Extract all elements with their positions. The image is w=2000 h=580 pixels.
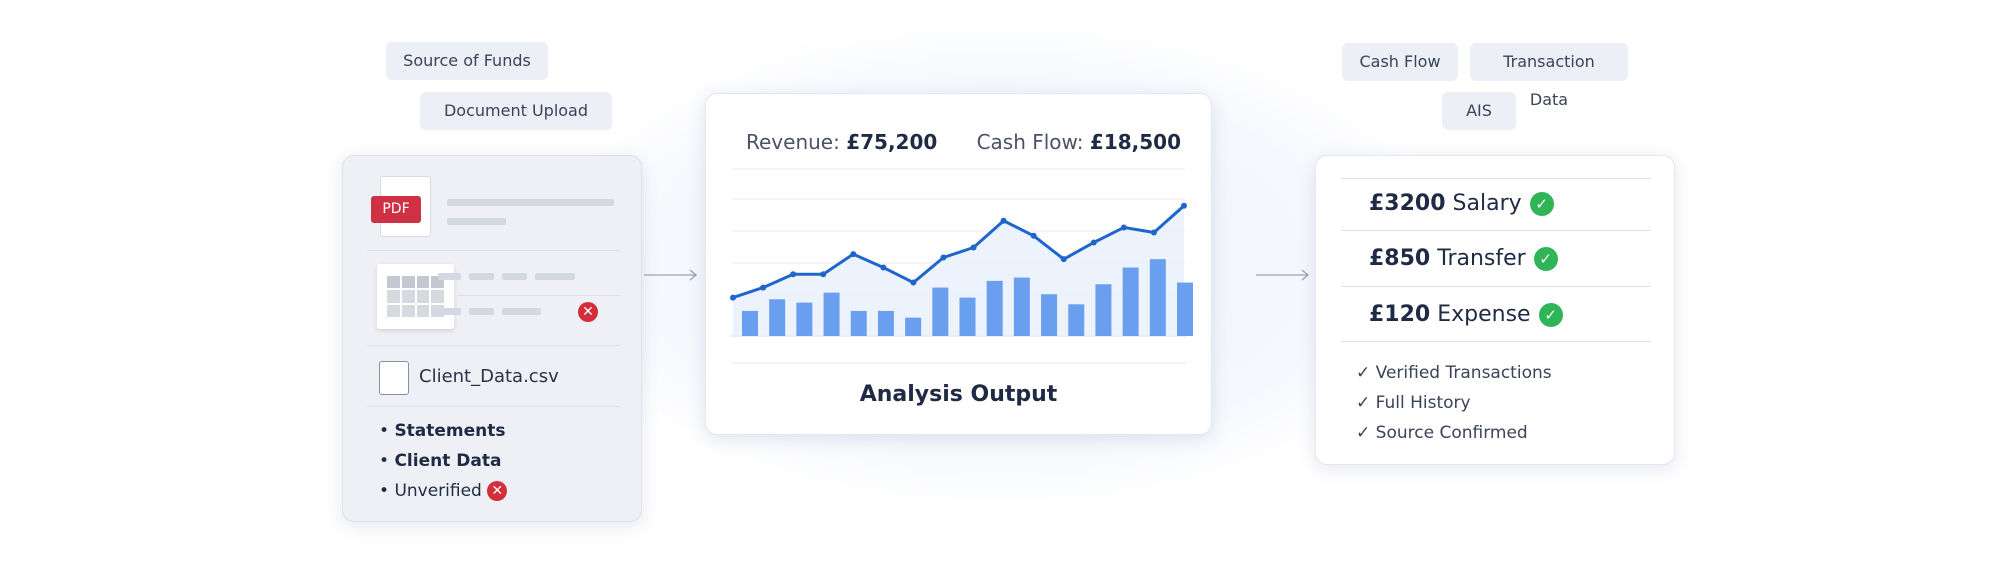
placeholder-cell	[469, 308, 494, 315]
chart-point	[880, 264, 887, 271]
chart-point	[1030, 232, 1037, 239]
chart-bar	[1177, 282, 1193, 336]
chart-bar	[877, 310, 894, 336]
check-circle-icon: ✓	[1533, 247, 1558, 271]
error-icon: ✕	[578, 302, 598, 322]
line-area	[733, 205, 1184, 336]
chart-point	[1181, 202, 1187, 209]
chart-bar	[796, 302, 813, 336]
chart-bar	[1041, 294, 1058, 336]
chart-point	[730, 294, 736, 301]
csv-file-name[interactable]: Client_Data.csv	[419, 366, 559, 387]
placeholder-cell	[502, 308, 541, 315]
tag-transaction-data: Transaction Data	[1470, 43, 1628, 109]
chart-point	[760, 284, 767, 291]
placeholder-line	[447, 218, 506, 225]
placeholder-cell	[438, 308, 461, 315]
spreadsheet-icon	[377, 264, 454, 329]
chart-bar	[905, 317, 922, 336]
bullet-unverified: • Unverified ✕	[379, 481, 508, 501]
chart-point	[940, 254, 947, 261]
chart-bar	[1149, 259, 1166, 336]
placeholder-cell	[438, 273, 461, 280]
tag-ais: AIS	[1442, 92, 1516, 130]
chart-bar	[1013, 277, 1030, 336]
divider	[367, 345, 620, 346]
placeholder-cell	[535, 273, 575, 280]
arrow-right-icon	[644, 269, 698, 281]
check-item: ✓ Source Confirmed	[1356, 423, 1528, 443]
chart-point	[1090, 239, 1097, 246]
checkmark-icon: ✓	[1356, 393, 1371, 413]
chart-bar	[823, 292, 840, 336]
chart-bar	[932, 287, 949, 336]
divider	[1341, 286, 1651, 287]
chart-bar	[769, 299, 786, 336]
pdf-badge: PDF	[371, 196, 421, 223]
chart-bar	[959, 297, 976, 336]
csv-file-icon	[379, 361, 409, 395]
chart-point	[970, 244, 977, 251]
documents-card: PDF ✕ Client_Data.csv • Statements • Cli…	[342, 155, 642, 522]
transaction-row: £3200 Salary ✓	[1369, 189, 1554, 219]
chart-bar	[986, 280, 1003, 336]
bullet-client-data: • Client Data	[379, 451, 502, 471]
chart-point	[1120, 224, 1127, 231]
placeholder-cell	[502, 273, 527, 280]
check-item: ✓ Verified Transactions	[1356, 363, 1552, 383]
chart-point	[1150, 229, 1157, 236]
divider	[1341, 230, 1651, 231]
divider	[457, 295, 620, 296]
chart-bar	[1095, 284, 1112, 336]
chart-point	[910, 279, 917, 286]
chart-point	[820, 271, 827, 278]
chart-bar	[1068, 304, 1085, 336]
placeholder-cell	[469, 273, 494, 280]
divider	[1341, 341, 1651, 342]
divider	[1341, 178, 1651, 179]
arrow-right-icon	[1256, 269, 1310, 281]
tag-cash-flow: Cash Flow	[1342, 43, 1458, 81]
tag-document-upload: Document Upload	[420, 92, 612, 130]
chart-point	[1000, 217, 1007, 224]
analysis-chart	[730, 168, 1193, 364]
divider	[367, 406, 620, 407]
chart-point	[790, 271, 797, 278]
tag-source-of-funds: Source of Funds	[386, 42, 548, 80]
cashflow-metric: Cash Flow: £18,500	[976, 130, 1181, 154]
analysis-card: Revenue: £75,200 Cash Flow: £18,500 Anal…	[705, 93, 1212, 435]
check-item: ✓ Full History	[1356, 393, 1471, 413]
chart-line	[732, 204, 1185, 300]
error-icon: ✕	[487, 481, 508, 501]
transactions-card: £3200 Salary ✓ £850 Transfer ✓ £120 Expens…	[1315, 155, 1675, 465]
placeholder-line	[447, 199, 614, 206]
bullet-statements: • Statements	[379, 421, 506, 441]
checkmark-icon: ✓	[1356, 423, 1371, 443]
chart-bar	[850, 310, 867, 336]
checkmark-icon: ✓	[1356, 363, 1371, 383]
chart-title: Analysis Output	[859, 382, 1058, 407]
chart-bar	[742, 310, 758, 336]
chart-point	[850, 251, 857, 258]
check-circle-icon: ✓	[1538, 303, 1563, 327]
chart-point	[1060, 256, 1067, 263]
check-circle-icon: ✓	[1529, 192, 1554, 216]
chart-bar	[1122, 267, 1139, 336]
transaction-row: £850 Transfer ✓	[1369, 244, 1558, 274]
transaction-row: £120 Expense ✓	[1369, 300, 1563, 330]
divider	[367, 250, 620, 251]
revenue-metric: Revenue: £75,200	[746, 130, 938, 154]
